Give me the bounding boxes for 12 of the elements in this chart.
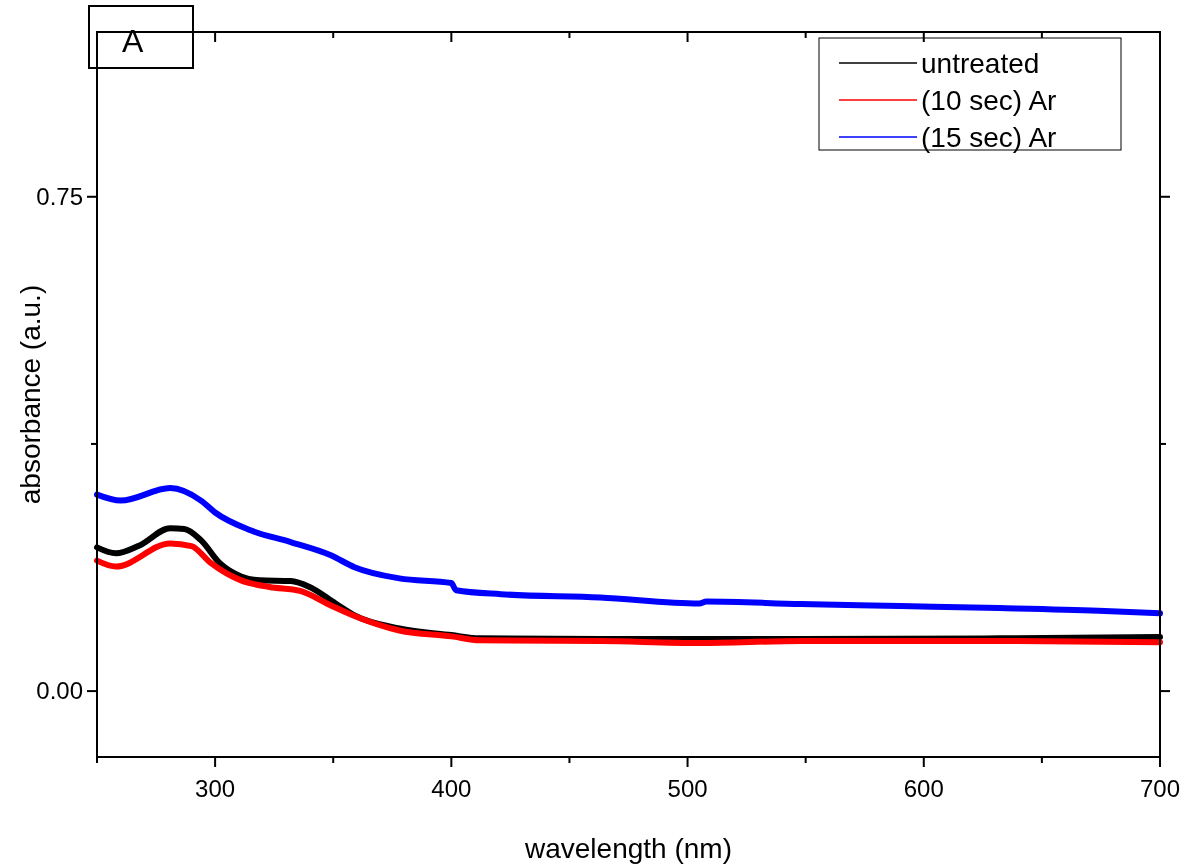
x-tick-label: 400: [431, 775, 472, 802]
legend-label: (15 sec) Ar: [921, 122, 1057, 153]
legend-label: (10 sec) Ar: [921, 85, 1057, 116]
legend-label: untreated: [921, 48, 1040, 79]
x-axis-title: wavelength (nm): [524, 833, 732, 864]
y-tick-label: 0.75: [36, 182, 83, 210]
x-tick-label: 700: [1139, 775, 1181, 802]
x-tick-label: 600: [903, 775, 944, 802]
y-tick-label: 0.00: [36, 677, 83, 705]
x-tick-label: 300: [195, 775, 236, 802]
x-tick-label: 500: [667, 775, 708, 802]
y-axis-title: absorbance (a.u.): [15, 284, 46, 505]
